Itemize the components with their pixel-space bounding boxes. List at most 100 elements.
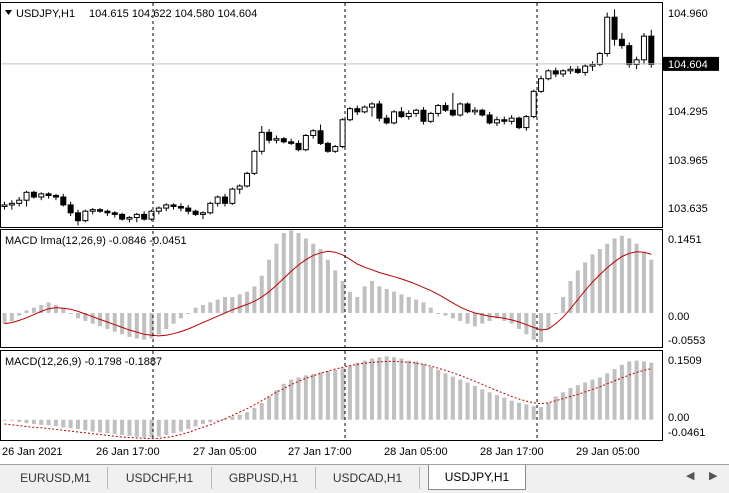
histogram-bar: [178, 419, 183, 432]
histogram-bar: [450, 376, 455, 420]
time-tick: 27 Jan 05:00: [193, 446, 257, 458]
histogram-bar: [281, 383, 286, 420]
histogram-bar: [634, 360, 639, 420]
histogram-bar: [252, 407, 257, 420]
candle-bull: [560, 70, 567, 75]
candle-bear: [185, 207, 192, 212]
histogram-bar: [443, 373, 448, 420]
tab-usdcad-h1[interactable]: USDCAD,H1: [316, 467, 420, 489]
triangle-down-icon[interactable]: [5, 10, 12, 15]
signal-line: [4, 360, 652, 440]
candle-bull: [82, 210, 89, 222]
price-pane-frame: [0, 2, 663, 228]
candle-bear: [383, 117, 390, 124]
scroll-right-icon[interactable]: ▶: [709, 470, 718, 482]
histogram-bar: [68, 419, 73, 429]
candle-bear: [288, 141, 295, 144]
histogram-bar: [436, 312, 441, 314]
histogram-bar: [156, 419, 161, 437]
histogram-bar: [443, 312, 448, 316]
histogram-bar: [83, 419, 88, 431]
candle-bull: [405, 112, 412, 118]
lrma-tick: 0.1451: [668, 234, 702, 246]
histogram-bar: [465, 312, 470, 324]
histogram-bar: [318, 249, 323, 313]
histogram-bar: [641, 251, 646, 313]
histogram-bar: [120, 312, 125, 335]
histogram-bar: [568, 281, 573, 313]
histogram-bar: [340, 368, 345, 420]
candle-bear: [501, 119, 508, 122]
candle-bull: [89, 209, 96, 212]
chart-area[interactable]: USDJPY,H1 104.615 104.622 104.580 104.60…: [0, 0, 729, 464]
histogram-bar: [392, 291, 397, 313]
candle-bull: [435, 105, 442, 114]
candle-bull: [229, 188, 236, 204]
histogram-bar: [24, 419, 29, 424]
histogram-bar: [392, 357, 397, 420]
candle-bull: [148, 210, 155, 220]
scroll-left-icon[interactable]: ◀: [686, 470, 695, 482]
candle-bear: [398, 111, 405, 118]
histogram-bar: [2, 419, 7, 421]
histogram-bar: [627, 361, 632, 420]
price-tick: 104.960: [668, 8, 708, 20]
tab-gbpusd-h1[interactable]: GBPUSD,H1: [212, 467, 316, 489]
histogram-bar: [259, 275, 264, 313]
histogram-bar: [406, 360, 411, 420]
histogram-bar: [296, 377, 301, 420]
histogram-bar: [296, 233, 301, 313]
histogram-bar: [583, 382, 588, 420]
tab-usdjpy-h1[interactable]: USDJPY,H1: [428, 465, 526, 490]
histogram-bar: [362, 286, 367, 313]
histogram-bar: [245, 291, 250, 313]
histogram-bar: [546, 312, 551, 329]
histogram-bar: [171, 419, 176, 434]
candle-bull: [8, 202, 15, 206]
histogram-bar: [590, 379, 595, 420]
histogram-bar: [487, 392, 492, 420]
time-tick: 28 Jan 05:00: [384, 446, 448, 458]
candle-bear: [177, 205, 184, 209]
histogram-bar: [76, 419, 80, 430]
histogram-bar: [274, 390, 279, 420]
candle-bull: [258, 131, 265, 152]
histogram-bar: [9, 419, 14, 421]
candle-bear: [618, 38, 625, 47]
candle-bull: [332, 146, 339, 152]
histogram-bar: [399, 358, 404, 420]
candle-bull: [23, 191, 30, 201]
candle-bear: [170, 204, 177, 207]
histogram-bar: [31, 307, 36, 313]
histogram-bar: [340, 281, 345, 313]
histogram-bar: [267, 259, 272, 313]
histogram-bar: [612, 238, 617, 313]
time-tick: 29 Jan 05:00: [576, 446, 640, 458]
lrma-tick: -0.0553: [668, 335, 705, 347]
histogram-bar: [539, 407, 544, 420]
candle-bull: [236, 185, 243, 190]
histogram-bar: [641, 361, 646, 420]
candle-bear: [317, 130, 324, 144]
histogram-bar: [517, 402, 521, 420]
histogram-bar: [509, 400, 514, 420]
histogram-bar: [370, 281, 374, 313]
histogram-bar: [524, 404, 529, 420]
tab-eurusd-m1[interactable]: EURUSD,M1: [4, 467, 108, 489]
price-tick: 104.295: [668, 106, 708, 118]
histogram-bar: [568, 388, 573, 420]
histogram-bar: [502, 397, 507, 420]
histogram-bar: [458, 379, 463, 420]
histogram-bar: [377, 286, 382, 313]
candle-bear: [611, 16, 618, 40]
histogram-bar: [208, 419, 213, 423]
histogram-bar: [531, 312, 536, 340]
histogram-bar: [517, 312, 521, 329]
histogram-bar: [370, 358, 374, 420]
candle-bull: [369, 103, 375, 108]
tab-usdchf-h1[interactable]: USDCHF,H1: [108, 467, 212, 489]
macd-scale: 0.1509 0.00 -0.0461: [668, 355, 705, 439]
candle-bull: [493, 119, 500, 124]
candle-bear: [479, 109, 486, 116]
histogram-bar: [24, 310, 29, 313]
